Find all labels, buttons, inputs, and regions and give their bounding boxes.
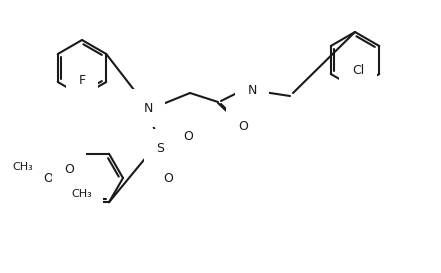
Text: O: O [163, 171, 173, 185]
Text: N: N [247, 85, 257, 97]
Text: H: H [248, 79, 256, 89]
Text: S: S [156, 141, 164, 155]
Text: CH₃: CH₃ [13, 162, 34, 172]
Text: O: O [64, 163, 74, 176]
Text: CH₃: CH₃ [71, 189, 92, 199]
Text: F: F [78, 73, 86, 87]
Text: N: N [143, 102, 153, 114]
Text: O: O [44, 171, 54, 185]
Text: O: O [19, 164, 27, 174]
Text: O: O [183, 130, 193, 144]
Text: O: O [43, 171, 53, 185]
Text: O: O [238, 120, 248, 133]
Text: Cl: Cl [352, 64, 364, 78]
